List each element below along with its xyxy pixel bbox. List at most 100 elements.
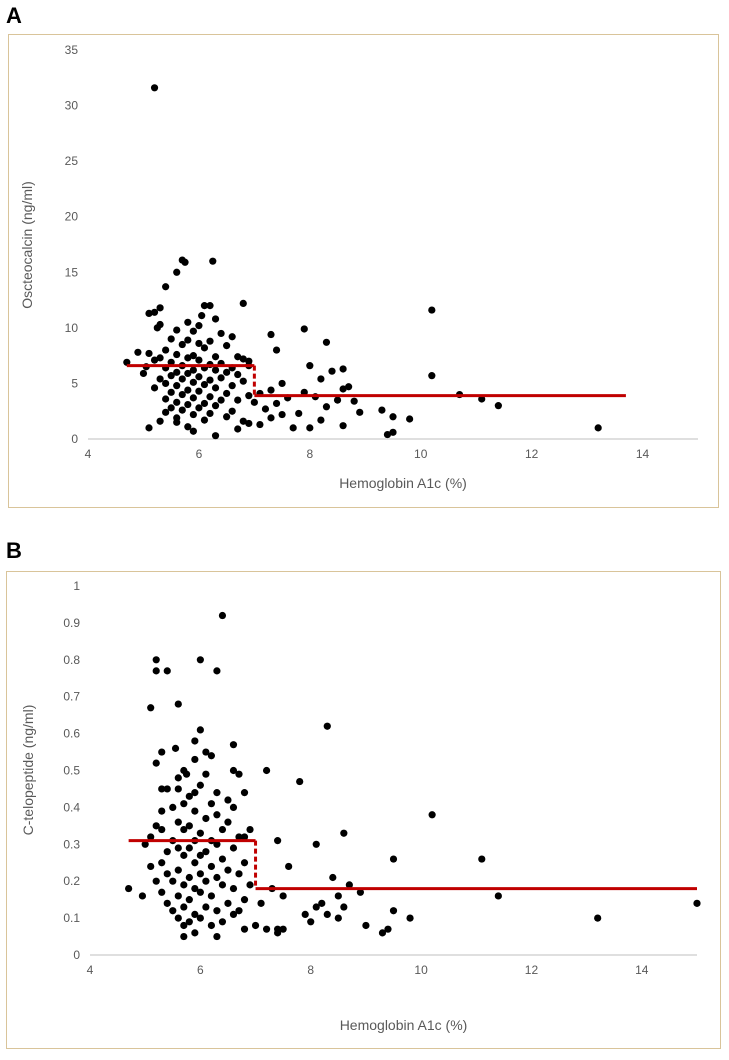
data-point [185, 918, 193, 926]
data-point [184, 386, 192, 394]
data-point [191, 884, 199, 893]
x-tick-label: 6 [196, 447, 203, 461]
data-point [301, 910, 309, 919]
x-tick-label: 8 [307, 963, 314, 977]
data-point [224, 866, 232, 874]
data-point [340, 829, 348, 837]
data-point [139, 369, 148, 378]
data-point [150, 384, 159, 392]
data-point [173, 398, 181, 406]
y-tick-label: 15 [65, 265, 79, 279]
data-point [167, 358, 175, 366]
data-point [185, 792, 193, 800]
data-point [389, 428, 397, 436]
data-point [169, 877, 177, 885]
data-point [189, 378, 197, 386]
data-point [228, 407, 236, 415]
data-point [217, 396, 225, 404]
data-point [189, 352, 197, 360]
data-point [594, 914, 602, 922]
data-point [234, 353, 242, 361]
data-point [211, 353, 220, 361]
data-point [163, 870, 171, 878]
data-point [245, 419, 253, 428]
data-point [234, 370, 242, 379]
data-point [213, 932, 221, 941]
data-point [478, 855, 486, 863]
x-tick-label: 10 [414, 963, 428, 977]
data-point [246, 825, 254, 834]
data-point [428, 372, 436, 380]
data-point [145, 349, 153, 358]
data-point [389, 413, 397, 421]
x-axis-label-a: Hemoglobin A1c (%) [339, 475, 467, 491]
y-tick-label: 0.1 [63, 911, 80, 925]
data-point [180, 800, 188, 808]
data-point [211, 384, 220, 392]
data-point [272, 346, 281, 354]
data-point [191, 910, 199, 919]
data-point [196, 829, 204, 837]
data-point [318, 899, 326, 907]
data-point [312, 903, 320, 911]
data-point [184, 336, 192, 344]
data-point [195, 387, 203, 395]
data-point [278, 410, 286, 419]
data-point [162, 379, 170, 388]
data-point [307, 918, 315, 926]
data-point [228, 382, 236, 390]
data-point [250, 398, 258, 406]
data-point [196, 888, 204, 896]
data-point [181, 258, 189, 266]
data-point [300, 325, 308, 333]
data-point [267, 414, 275, 422]
data-point [191, 755, 199, 764]
data-point [189, 327, 197, 335]
data-point [289, 424, 297, 432]
data-point [211, 366, 220, 374]
data-point [229, 803, 238, 812]
data-point [180, 932, 188, 941]
data-point [173, 326, 181, 334]
data-point [184, 354, 192, 362]
data-point [345, 881, 353, 889]
data-point [211, 402, 220, 410]
data-point [239, 299, 247, 308]
data-point [184, 369, 192, 378]
data-point [317, 375, 325, 383]
data-point [262, 766, 271, 775]
data-point [229, 910, 238, 919]
y-tick-label: 0.3 [63, 837, 80, 851]
y-tick-label: 0.4 [63, 800, 80, 814]
data-point [191, 789, 199, 797]
data-point [182, 770, 191, 778]
y-tick-label: 0.9 [63, 616, 80, 630]
data-point [200, 380, 209, 389]
data-point [150, 308, 159, 316]
data-point [178, 390, 186, 399]
data-point [378, 929, 387, 937]
data-point [322, 403, 331, 411]
data-point [200, 344, 209, 352]
data-point [196, 851, 204, 859]
y-tick-label: 0 [71, 432, 78, 446]
data-point [257, 899, 265, 907]
data-point [191, 807, 199, 815]
data-point [389, 855, 398, 863]
y-tick-label: 0.6 [63, 727, 80, 741]
data-point [167, 388, 175, 396]
y-axis-label-b: C-telopeptide (ng/ml) [20, 705, 36, 836]
data-point [174, 892, 182, 900]
data-point [202, 814, 210, 823]
data-point [334, 892, 342, 900]
data-point [158, 785, 166, 793]
data-point [180, 903, 188, 911]
plot-b: 00.10.20.30.40.50.60.70.80.914 6 8 10 12 14He… [20, 579, 701, 1033]
data-point [134, 348, 142, 356]
data-point [406, 914, 414, 922]
data-point [207, 800, 215, 808]
data-point [218, 825, 227, 834]
data-point [174, 700, 182, 708]
data-point [224, 796, 232, 804]
data-point [339, 422, 347, 430]
